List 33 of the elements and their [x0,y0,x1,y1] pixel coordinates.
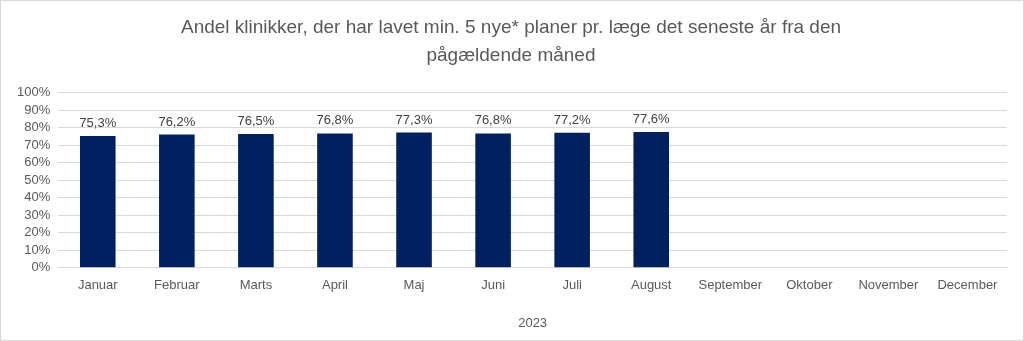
y-tick-label: 0% [31,259,51,275]
x-tick-label: December [937,277,999,293]
x-tick-label: April [321,277,349,293]
y-tick-label: 100% [17,84,51,100]
x-tick-label: Marts [239,277,273,293]
x-tick-label: August [630,277,672,293]
data-label: 77,3% [395,111,433,127]
y-tick-label: 70% [24,136,51,152]
x-tick-label: September [698,277,763,293]
data-label: 77,6% [632,111,671,127]
x-tick-label: Oktober [786,277,834,293]
data-label: 77,2% [553,111,592,127]
chart-title: Andel klinikker, der har lavet min. 5 nye* planer pr. læge det seneste år fra den pågældende måned [179,15,843,67]
data-label: 75,3% [79,115,117,131]
data-label: 76,8% [474,112,512,128]
x-tick-label: Januar [77,277,119,293]
data-label: 76,5% [237,113,275,128]
x-tick-label: Juni [481,277,506,293]
y-tick-label: 40% [24,189,51,205]
y-tick-label: 80% [24,119,51,135]
x-axis-title: 2023 [518,314,548,330]
y-tick-label: 90% [24,101,51,117]
y-tick-label: 20% [24,224,51,240]
x-tick-label: November [858,277,920,293]
x-tick-label: Juli [562,277,583,293]
y-tick-label: 30% [24,206,51,222]
x-tick-label: Februar [154,277,201,293]
y-tick-label: 50% [24,171,51,187]
x-tick-label: Maj [403,277,425,293]
data-label: 76,8% [316,112,354,128]
data-label: 76,2% [158,113,196,129]
y-tick-label: 60% [24,154,51,170]
y-tick-label: 10% [24,241,51,257]
